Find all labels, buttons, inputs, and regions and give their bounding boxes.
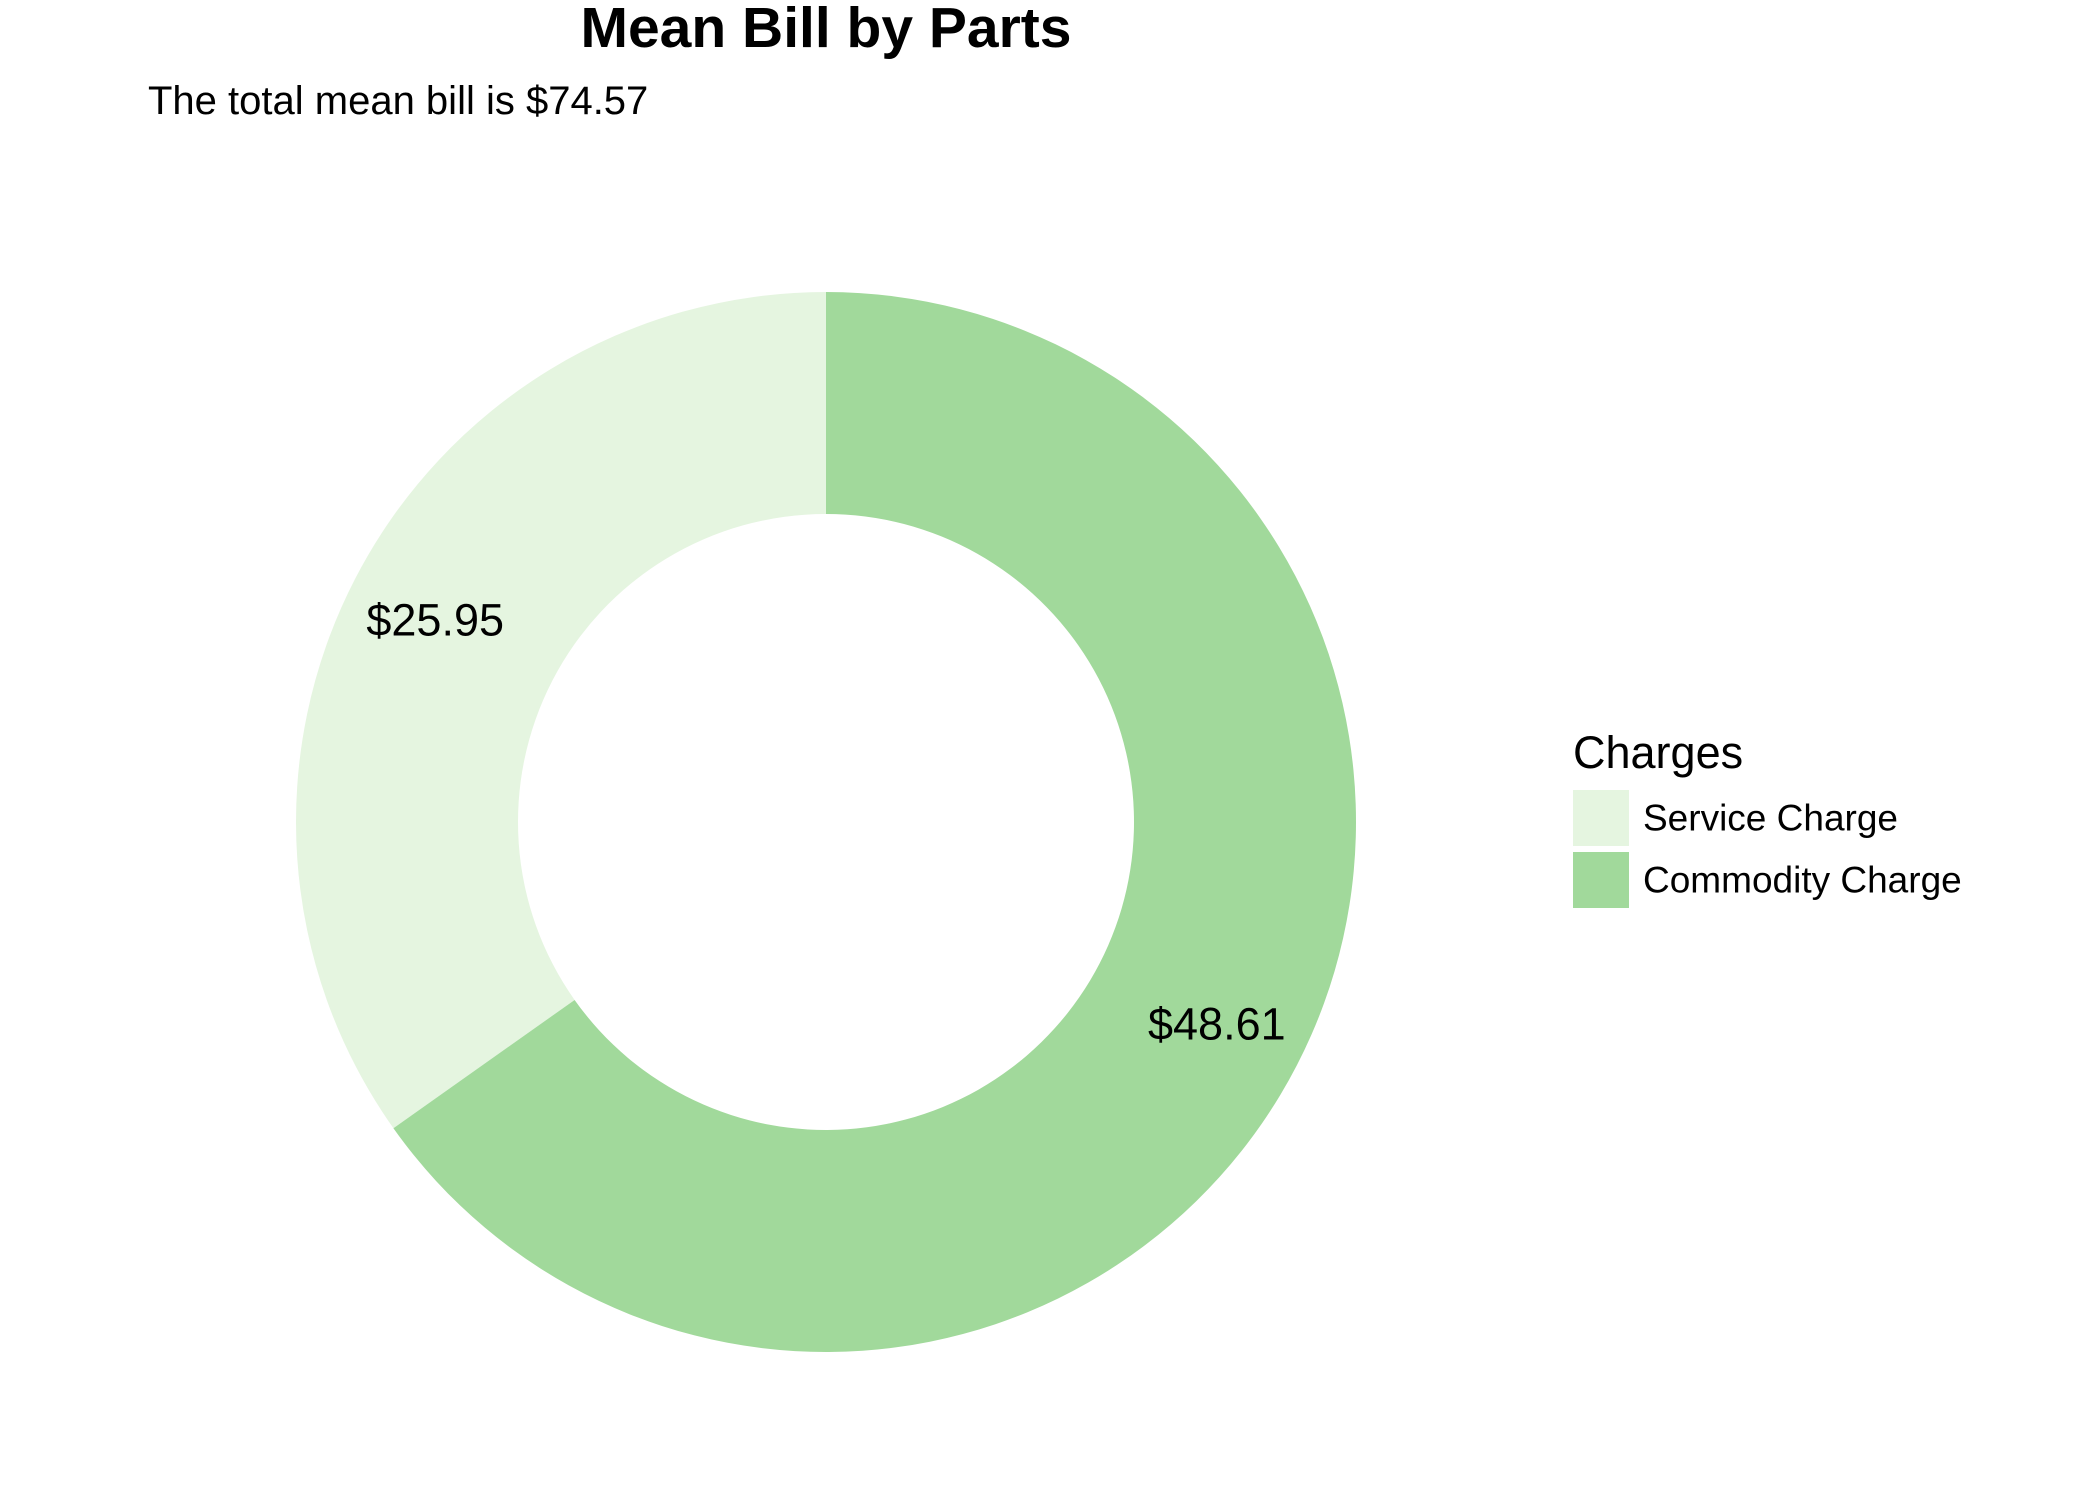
legend-key [1573, 790, 1629, 846]
legend-label: Commodity Charge [1643, 860, 1962, 901]
slice-service-charge [295, 292, 826, 1129]
slice-commodity-charge [393, 292, 1356, 1352]
legend-items: Service Charge Commodity Charge [1573, 790, 1962, 908]
legend-key [1573, 852, 1629, 908]
legend-label: Service Charge [1643, 798, 1898, 839]
slice-label: $48.61 [1148, 999, 1286, 1050]
donut-slices [295, 292, 1356, 1352]
slice-label: $25.95 [366, 594, 504, 645]
legend: Charges Service Charge Commodity Charge [1573, 727, 1962, 908]
chart-title: Mean Bill by Parts [581, 0, 1072, 60]
legend-title: Charges [1573, 727, 1743, 778]
chart-subtitle: The total mean bill is $74.57 [148, 79, 648, 123]
slice-labels: $25.95 $48.61 [366, 594, 1285, 1049]
